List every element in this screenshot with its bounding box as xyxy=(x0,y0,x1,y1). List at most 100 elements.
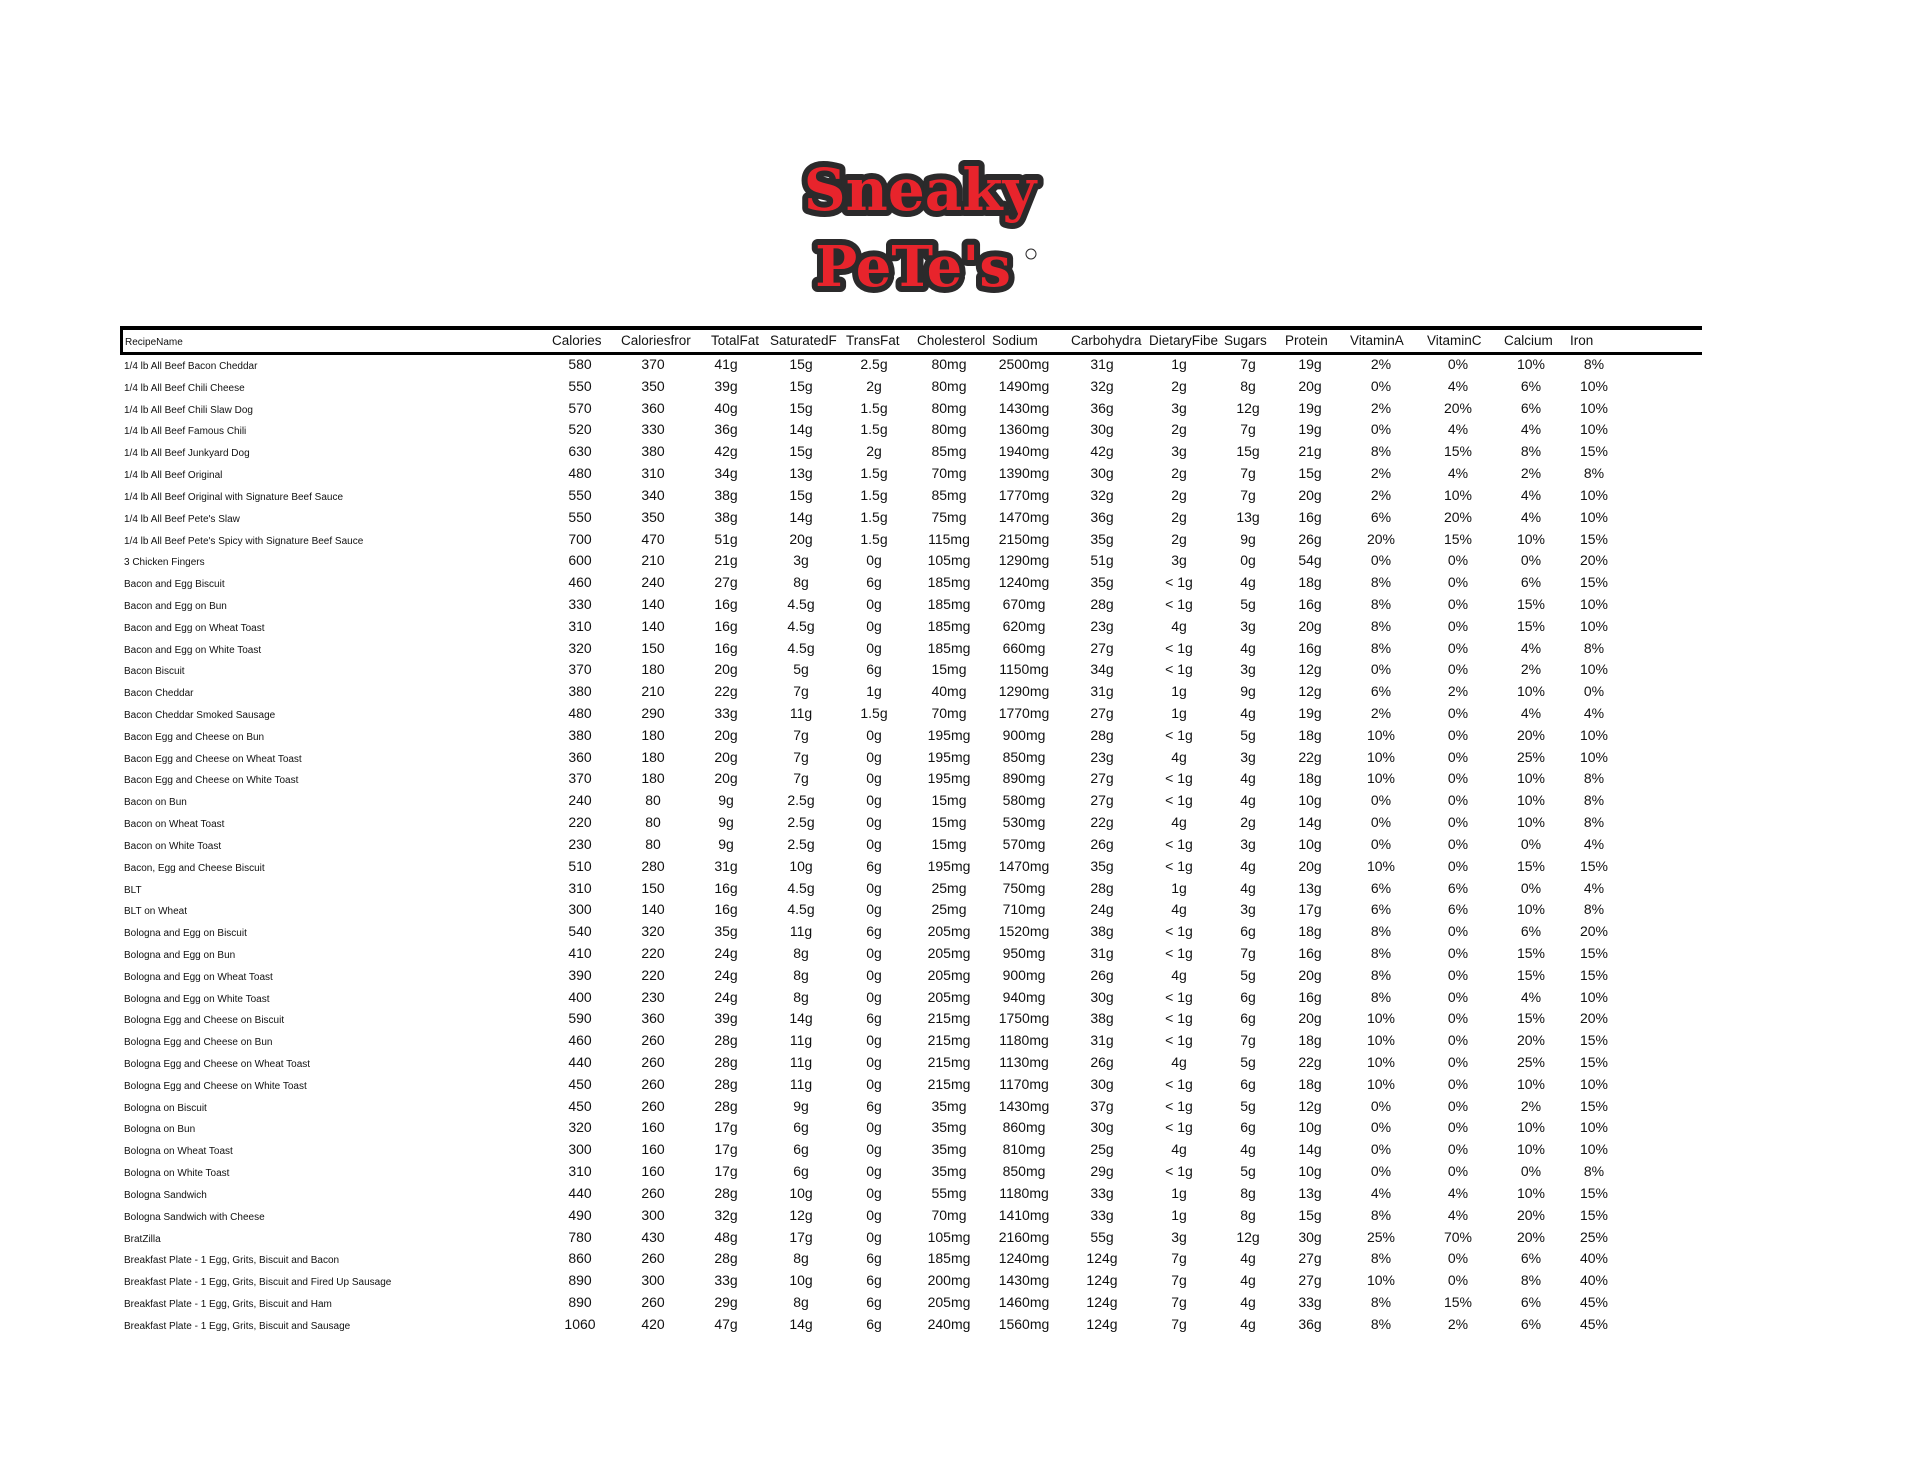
cell-iron: 8% xyxy=(1583,770,1605,787)
cell-sodium: 1520mg xyxy=(998,923,1050,940)
cell-sodium: 570mg xyxy=(1002,835,1046,852)
cell-saturatedf: 17g xyxy=(789,1228,813,1245)
cell-sugars: 4g xyxy=(1240,1272,1256,1289)
cell-transfat: 0g xyxy=(866,814,882,831)
cell-transfat: 0g xyxy=(866,770,882,787)
cell-transfat: 1.5g xyxy=(860,421,888,438)
cell-dietaryfibe: < 1g xyxy=(1165,1075,1193,1092)
cell-sodium: 1430mg xyxy=(998,1097,1050,1114)
cell-carbohydra: 27g xyxy=(1090,770,1114,787)
cell-sugars: 5g xyxy=(1240,595,1256,612)
cell-cholesterol: 70mg xyxy=(931,705,967,721)
cell-caloriesfror: 380 xyxy=(641,443,665,460)
cell-dietaryfibe: < 1g xyxy=(1165,857,1193,874)
cell-protein: 19g xyxy=(1298,705,1322,721)
cell-saturatedf: 8g xyxy=(793,1250,809,1267)
cell-calories: 490 xyxy=(568,1206,592,1223)
cell-iron: 10% xyxy=(1579,377,1609,394)
cell-transfat: 2.5g xyxy=(860,356,888,372)
cell-caloriesfror: 140 xyxy=(641,901,665,918)
cell-carbohydra: 31g xyxy=(1090,1032,1114,1049)
cell-saturatedf: 5g xyxy=(793,661,809,678)
cell-sugars: 15g xyxy=(1236,443,1260,460)
cell-sodium: 710mg xyxy=(1002,901,1046,918)
cell-carbohydra: 33g xyxy=(1090,1206,1114,1223)
cell-dietaryfibe: < 1g xyxy=(1165,1010,1193,1027)
cell-calcium: 6% xyxy=(1520,923,1542,940)
cell-transfat: 1.5g xyxy=(860,508,888,525)
cell-vitamina: 0% xyxy=(1370,814,1392,831)
recipe-name: Bacon Biscuit xyxy=(124,666,185,678)
logo-line2: PeTe's xyxy=(815,234,1011,300)
recipe-name: Bologna Sandwich with Cheese xyxy=(124,1211,265,1223)
recipe-name: 1/4 lb All Beef Original xyxy=(124,470,223,482)
cell-vitamina: 8% xyxy=(1370,988,1392,1005)
cell-sodium: 1290mg xyxy=(998,683,1050,700)
cell-saturatedf: 8g xyxy=(793,574,809,591)
cell-sugars: 3g xyxy=(1240,835,1256,852)
cell-vitaminc: 0% xyxy=(1447,1032,1469,1049)
column-header-calories: Calories xyxy=(552,333,602,348)
cell-vitamina: 4% xyxy=(1370,1184,1392,1201)
cell-dietaryfibe: < 1g xyxy=(1165,726,1193,743)
cell-protein: 12g xyxy=(1298,1097,1322,1114)
cell-iron: 10% xyxy=(1579,988,1609,1005)
cell-sodium: 900mg xyxy=(1002,966,1046,983)
cell-totalfat: 20g xyxy=(714,770,738,787)
column-header-calcium: Calcium xyxy=(1504,333,1553,348)
cell-vitaminc: 0% xyxy=(1447,748,1469,765)
cell-calcium: 2% xyxy=(1520,1097,1542,1114)
cell-saturatedf: 11g xyxy=(789,1032,813,1049)
cell-vitaminc: 0% xyxy=(1447,857,1469,874)
cell-saturatedf: 15g xyxy=(789,356,813,372)
cell-transfat: 0g xyxy=(866,1163,882,1180)
cell-transfat: 6g xyxy=(866,1293,882,1310)
cell-carbohydra: 30g xyxy=(1090,421,1114,438)
table-row: Bacon on Wheat Toast 220 80 9g 2.5g 0g 15mg 530… xyxy=(120,813,1702,835)
cell-vitamina: 10% xyxy=(1366,857,1396,874)
cell-carbohydra: 30g xyxy=(1090,1075,1114,1092)
cell-calcium: 4% xyxy=(1520,421,1542,438)
cell-vitaminc: 0% xyxy=(1447,792,1469,809)
cell-sodium: 1940mg xyxy=(998,443,1050,460)
cell-vitamina: 10% xyxy=(1366,1272,1396,1289)
cell-dietaryfibe: 4g xyxy=(1171,617,1187,634)
cell-vitaminc: 0% xyxy=(1447,1054,1469,1070)
cell-vitaminc: 0% xyxy=(1447,617,1469,634)
cell-dietaryfibe: 4g xyxy=(1171,814,1187,831)
cell-vitaminc: 0% xyxy=(1447,1075,1469,1092)
cell-caloriesfror: 80 xyxy=(645,814,661,831)
cell-protein: 19g xyxy=(1298,356,1322,372)
cell-caloriesfror: 330 xyxy=(641,421,665,438)
cell-carbohydra: 36g xyxy=(1090,508,1114,525)
cell-transfat: 0g xyxy=(866,792,882,809)
recipe-name: 1/4 lb All Beef Bacon Cheddar xyxy=(124,361,258,372)
cell-calories: 890 xyxy=(568,1293,592,1310)
cell-sodium: 1470mg xyxy=(998,508,1050,525)
recipe-name: Bologna Egg and Cheese on Bun xyxy=(124,1037,273,1049)
cell-iron: 8% xyxy=(1583,901,1605,918)
column-header-carbohydra: Carbohydra xyxy=(1071,333,1142,348)
cell-sodium: 620mg xyxy=(1002,617,1046,634)
cell-saturatedf: 3g xyxy=(793,552,809,569)
cell-sugars: 4g xyxy=(1240,1141,1256,1158)
cell-cholesterol: 80mg xyxy=(931,399,967,416)
recipe-name: 1/4 lb All Beef Pete's Spicy with Signat… xyxy=(124,535,364,547)
cell-dietaryfibe: < 1g xyxy=(1165,988,1193,1005)
cell-vitaminc: 15% xyxy=(1443,443,1473,460)
cell-sodium: 1170mg xyxy=(999,1075,1049,1092)
cell-vitamina: 0% xyxy=(1370,792,1392,809)
cell-iron: 10% xyxy=(1579,748,1609,765)
recipe-name: Bacon on Wheat Toast xyxy=(124,819,225,831)
cell-calories: 320 xyxy=(568,1119,592,1136)
cell-sugars: 7g xyxy=(1240,356,1256,372)
recipe-name: 3 Chicken Fingers xyxy=(124,557,205,569)
cell-sodium: 900mg xyxy=(1002,726,1046,743)
cell-totalfat: 33g xyxy=(714,705,738,721)
cell-carbohydra: 32g xyxy=(1090,486,1114,503)
table-row: Bacon on Bun 240 80 9g 2.5g 0g 15mg 580mg 27g < 1… xyxy=(120,791,1702,813)
cell-cholesterol: 185mg xyxy=(927,639,971,656)
cell-protein: 21g xyxy=(1298,443,1322,460)
cell-totalfat: 22g xyxy=(714,683,738,700)
recipe-name: Bologna on Bun xyxy=(124,1124,196,1136)
